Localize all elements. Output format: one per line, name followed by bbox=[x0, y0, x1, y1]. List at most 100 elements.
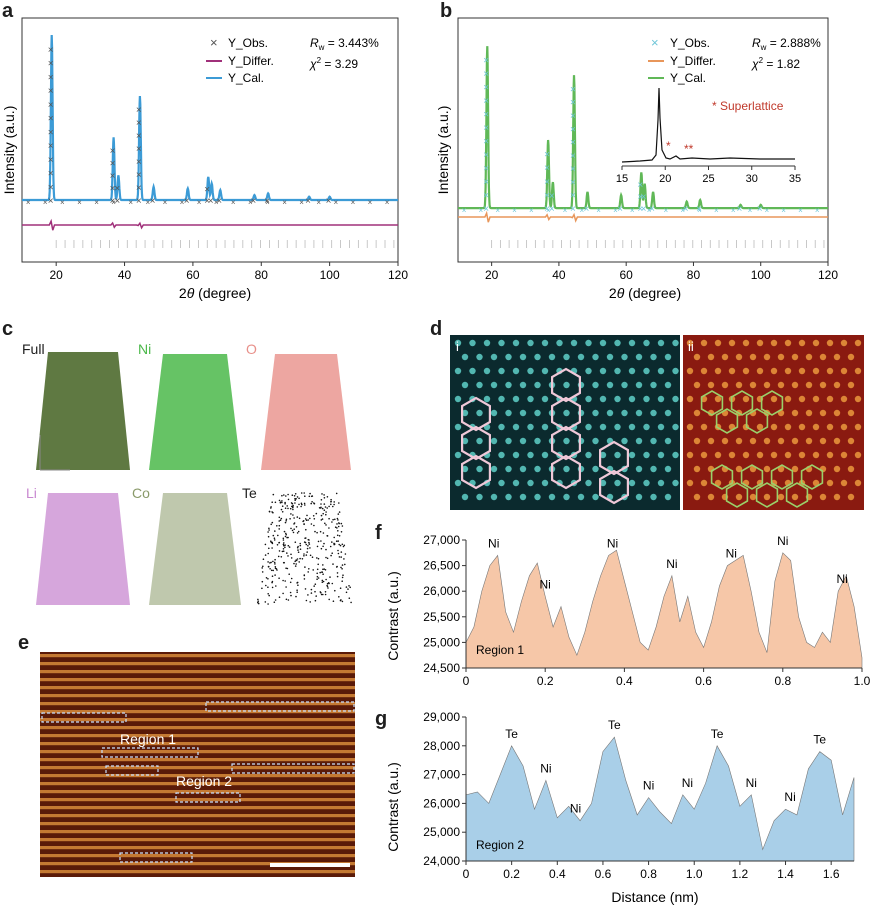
atom-annotation: Ni bbox=[682, 776, 693, 790]
observed-marker: × bbox=[479, 206, 484, 215]
observed-marker: × bbox=[48, 196, 54, 207]
atom-column bbox=[721, 437, 729, 445]
te-atom bbox=[293, 562, 295, 565]
te-atom bbox=[338, 511, 341, 513]
atom-annotation: Ni bbox=[784, 790, 795, 804]
atomic-row bbox=[40, 726, 355, 730]
observed-marker: × bbox=[197, 198, 202, 207]
atom-column bbox=[505, 465, 512, 473]
te-atom bbox=[328, 598, 330, 601]
atom-column bbox=[826, 479, 834, 487]
atom-annotation: Te bbox=[608, 718, 621, 732]
observed-marker: × bbox=[512, 206, 517, 215]
te-atom bbox=[316, 545, 319, 548]
te-atom bbox=[306, 551, 308, 553]
atom-column bbox=[628, 479, 636, 487]
atom-column bbox=[461, 381, 469, 389]
atom-column bbox=[534, 437, 541, 445]
te-atom bbox=[291, 529, 294, 532]
observed-marker: × bbox=[697, 206, 702, 215]
atom-column bbox=[599, 479, 607, 487]
atom-column bbox=[770, 395, 778, 403]
observed-marker: × bbox=[696, 204, 702, 215]
x-tick-label: 20 bbox=[50, 268, 64, 282]
atom-column bbox=[819, 409, 827, 417]
atom-column bbox=[812, 423, 820, 431]
te-atom bbox=[348, 597, 351, 599]
te-atom bbox=[295, 563, 297, 565]
atom-column bbox=[519, 465, 527, 473]
observed-marker: × bbox=[664, 206, 669, 215]
region-box-2 bbox=[175, 792, 241, 803]
observed-marker: × bbox=[798, 206, 803, 215]
te-atom bbox=[292, 508, 294, 511]
te-atom bbox=[296, 516, 299, 518]
atom-column bbox=[826, 367, 834, 375]
te-atom bbox=[320, 547, 323, 550]
te-atom bbox=[273, 561, 276, 564]
atom-column bbox=[686, 339, 694, 347]
atom-column bbox=[791, 465, 799, 473]
te-atom bbox=[331, 541, 333, 543]
te-atom bbox=[340, 566, 342, 569]
te-atom bbox=[323, 503, 326, 505]
atom-column bbox=[770, 451, 778, 459]
atom-column bbox=[833, 381, 841, 389]
te-atom bbox=[310, 502, 312, 505]
te-atom bbox=[311, 495, 314, 497]
te-atom bbox=[324, 506, 327, 508]
te-atom bbox=[334, 518, 336, 521]
atom-column bbox=[756, 367, 764, 375]
observed-marker: × bbox=[204, 196, 210, 207]
atom-column bbox=[714, 451, 722, 459]
te-atom bbox=[341, 525, 344, 527]
observed-marker: × bbox=[641, 204, 647, 215]
te-atom bbox=[310, 592, 313, 594]
atom-column bbox=[833, 409, 841, 417]
atom-column bbox=[721, 353, 729, 361]
atom-column bbox=[847, 493, 855, 501]
observed-marker: × bbox=[163, 198, 168, 207]
te-atom bbox=[314, 590, 316, 593]
te-atom bbox=[322, 545, 324, 548]
observed-marker: × bbox=[495, 206, 500, 215]
te-atom bbox=[323, 568, 325, 570]
te-atom bbox=[304, 566, 306, 568]
atom-column bbox=[592, 353, 599, 361]
te-atom bbox=[337, 552, 340, 555]
observed-marker: × bbox=[483, 164, 489, 175]
te-atom bbox=[322, 580, 325, 583]
atom-column bbox=[749, 381, 757, 389]
te-atom bbox=[333, 501, 335, 503]
pink-hexagon bbox=[461, 454, 492, 490]
te-atom bbox=[278, 577, 280, 579]
te-atom bbox=[269, 562, 271, 564]
te-atom bbox=[343, 558, 345, 560]
te-atom bbox=[317, 577, 320, 579]
atom-column bbox=[534, 353, 541, 361]
te-atom bbox=[290, 594, 292, 597]
atom-annotation: Ni bbox=[540, 577, 551, 591]
te-atom bbox=[340, 556, 342, 558]
te-atom bbox=[311, 501, 313, 503]
green-hexagon bbox=[710, 464, 734, 490]
te-atom bbox=[274, 501, 277, 504]
atom-column bbox=[812, 479, 820, 487]
observed-marker: × bbox=[111, 198, 116, 207]
te-atom bbox=[338, 596, 340, 598]
atom-column bbox=[490, 493, 498, 501]
atom-column bbox=[512, 367, 520, 375]
atom-column bbox=[672, 479, 679, 487]
te-atom bbox=[267, 531, 269, 533]
te-atom bbox=[295, 559, 297, 561]
te-atom bbox=[297, 584, 299, 586]
observed-marker: × bbox=[483, 150, 489, 161]
legend-marker-obs-a: × bbox=[210, 35, 218, 50]
te-atom bbox=[325, 578, 327, 581]
atom-column bbox=[650, 465, 657, 473]
observed-marker: × bbox=[150, 196, 156, 207]
atom-column bbox=[534, 381, 541, 389]
te-atom bbox=[321, 581, 324, 583]
te-atom bbox=[282, 550, 285, 552]
te-atom bbox=[294, 541, 297, 543]
